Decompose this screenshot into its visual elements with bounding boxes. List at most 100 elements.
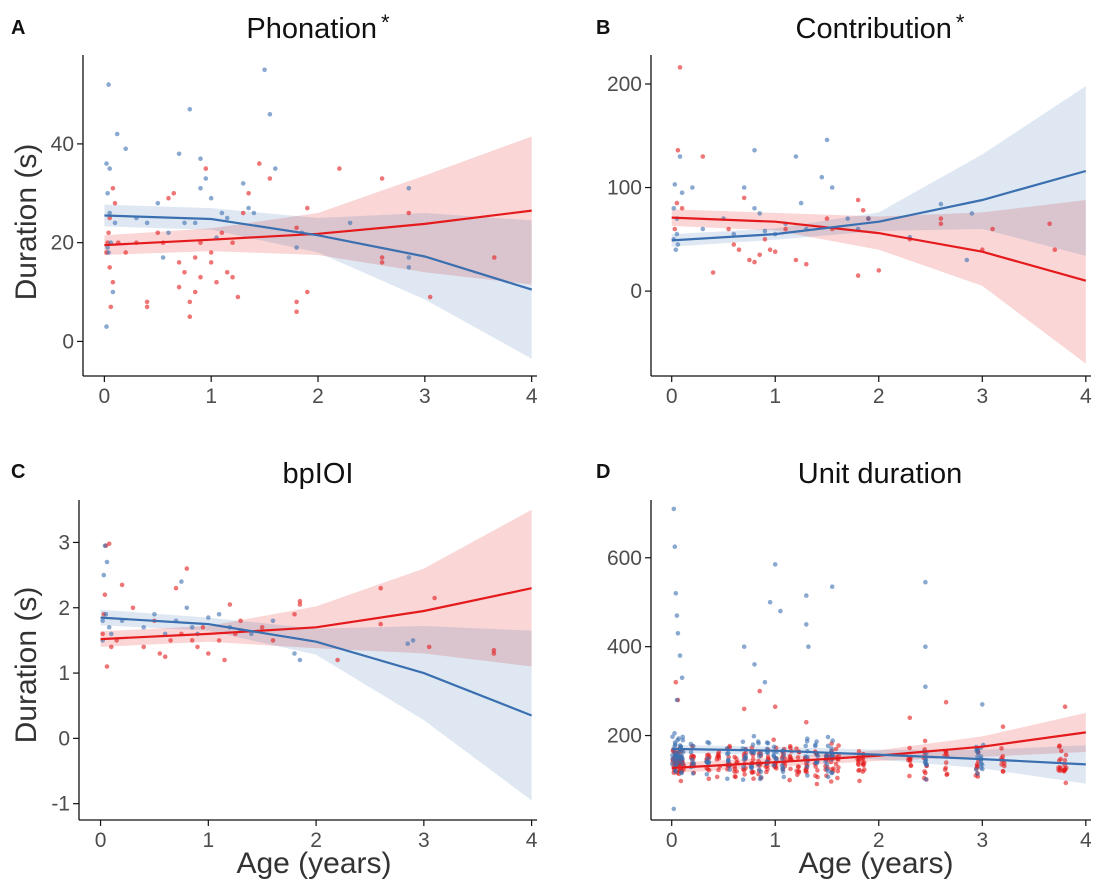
panel-d-blue-point [671,806,677,812]
panel-d-blue-point [814,760,819,765]
panel-c-red-point [216,638,222,643]
panel-b-red-point [731,242,737,247]
panel-b-red-point [938,221,944,227]
panel-d-blue-point [824,766,830,772]
panel-d-blue-point [815,753,821,759]
panel-c-red-point [168,638,173,643]
panel-d-blue-point [980,766,985,772]
panel-d-red-point [1058,756,1063,762]
panel-c-y-tick-label: 1 [58,662,70,685]
panel-c-red-point [109,644,114,650]
panel-b-blue-point [938,201,944,207]
panel-c-blue-point [152,612,157,617]
panel-a-blue-point [106,82,111,87]
panel-a-red-point [176,284,182,290]
panel-b-blue-ci-band [671,86,1086,256]
panel-b-blue-point [677,154,683,159]
panel-a-red-point [198,240,203,245]
panel-d-blue-point [680,734,685,740]
panel-a-red-point [187,314,193,320]
panel-d-blue-point [674,613,680,618]
panel-b-red-point [1052,247,1058,252]
panel-a-blue-point [144,220,150,226]
panel-c-red-point [162,654,168,659]
panel-d-blue-point [680,737,686,743]
panel-c-blue-point [104,559,110,565]
panel-a-red-point [176,260,182,265]
panel-d-red-point [999,746,1004,751]
panel-d-blue-point [975,754,980,759]
panel-a-red-point [379,176,385,181]
panel-d-red-point [714,757,720,762]
panel-d-blue-point [749,765,754,771]
panel-d-blue-point [975,771,980,776]
panel-d-red-point [734,756,739,761]
panel-d-blue-point [751,733,757,739]
panel-d-blue-point [755,739,761,744]
panel-b-blue-point [672,182,678,187]
panel-c-blue-fit-line [100,616,533,717]
panel-d-title: Unit duration [798,458,962,490]
panel-b-blue-point [969,211,975,216]
panel-d-red-point [856,749,862,754]
panel-b-red-point [860,208,866,213]
panel-d-red-point [1057,768,1063,774]
panel-d-blue-point [741,644,747,649]
panel-b-red-point [747,257,752,263]
panel-d-blue-point [830,738,835,743]
panel-b-red-point [677,65,683,70]
panel-a-red-point [230,240,235,245]
panel-c-red-point [100,631,105,637]
panel-b-blue-point [762,228,768,234]
panel-a-x-tick-label: 0 [99,385,111,408]
panel-d-x-tick-label: 3 [976,829,988,852]
panel-a-red-fit-line [104,209,532,247]
panel-d-red-point [788,745,793,750]
panel-d-red-point [1000,754,1006,759]
panel-a-blue-fit-line [104,214,533,291]
panel-c-red-point [297,598,303,604]
panel-a-blue-point [198,156,203,161]
panel-c-red-point [238,618,243,624]
panel-d-blue-point [825,743,831,749]
panel-d-red-point [1062,704,1068,709]
panel-d-blue-point [780,765,786,770]
panel-d-red-point [907,745,912,751]
panel-a-blue-point [251,210,257,216]
panel-a-blue-point [105,191,110,196]
panel-d-red-point [1063,752,1069,758]
panel-a-red-point [219,230,225,236]
panel-a-red-point [187,299,193,305]
panel-c-letter: C [11,461,25,483]
panel-b: B Contribution * 0 1 2 3 4 0 100 200 [596,10,1092,408]
panel-a-x-tick-label: 2 [312,385,324,408]
panel-d-blue-point [771,744,777,750]
panel-b-significance-mark: * [956,10,965,35]
panel-c-red-point [173,585,179,591]
panel-d-blue-point [690,771,696,776]
panel-d-red-point [741,768,747,773]
panel-c-y-tick-label: 0 [58,727,70,750]
panel-b-y-tick-label: 100 [607,177,642,200]
panel-d-red-point [815,768,820,773]
panel-a-red-point [294,309,299,315]
panel-a-blue-point [110,289,116,295]
panel-a-red-point [112,200,118,206]
panel-a-blue-point [105,245,110,250]
panel-a-blue-point [160,255,166,260]
panel-a-red-point [230,274,235,280]
panel-a-x-tick-label: 4 [526,385,538,408]
panel-a-blue-ci-band [104,204,532,359]
panel-a-red-point [246,191,251,196]
panel-c-blue-point [249,631,254,637]
panel-d-blue-point [922,759,928,765]
panel-b-blue-point [741,185,747,190]
panel-c-title: bpIOI [283,458,354,490]
panel-a-blue-point [262,67,267,73]
panel-d-blue-point [778,608,783,614]
panel-c-red-point [119,582,125,588]
panel-b-red-point [767,247,773,252]
panel-d-blue-point [804,622,809,627]
panel-d-blue-point [740,777,746,782]
panel-d-red-point [943,760,949,765]
